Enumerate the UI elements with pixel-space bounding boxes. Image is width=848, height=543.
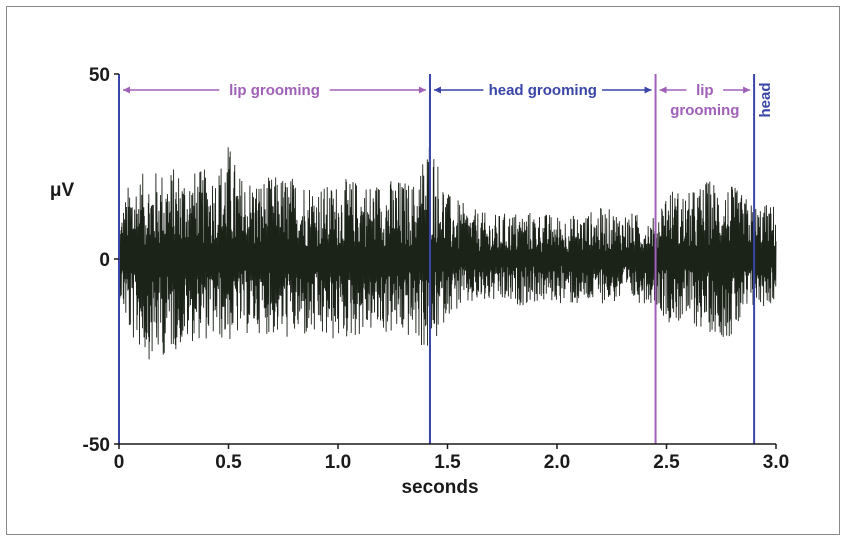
- segment-3: head: [757, 82, 774, 117]
- segment-arrowhead-left-2: [659, 86, 667, 94]
- segment-label-1: head grooming: [489, 82, 597, 99]
- segment-arrowhead-left-1: [433, 86, 441, 94]
- segment-label-2: lip: [696, 82, 714, 99]
- y-tick-label-2: -50: [83, 435, 110, 456]
- y-tick-label-0: 50: [89, 65, 110, 86]
- segment-layer: lip grooming head grooming lip grooming head: [123, 82, 774, 119]
- x-tick-label-2: 1.0: [325, 452, 351, 473]
- segment-arrowhead-right-1: [644, 86, 652, 94]
- x-tick-label-5: 2.5: [653, 452, 680, 473]
- y-tick-label-1: 0: [99, 250, 110, 271]
- x-tick-label-0: 0: [114, 452, 125, 473]
- segment-arrowhead-left-0: [123, 86, 130, 94]
- segment-0: lip grooming: [123, 82, 426, 99]
- x-tick-label-1: 0.5: [215, 452, 242, 473]
- segment-arrowhead-right-0: [418, 86, 426, 94]
- y-axis-label: μV: [50, 180, 75, 201]
- axis-layer: 500-500 0.5 1.0 1.5 2.0 2.5 3.0: [83, 65, 790, 473]
- segment-1: head grooming: [433, 82, 652, 99]
- boundary-layer: [428, 74, 756, 444]
- x-tick-label-6: 3.0: [763, 452, 789, 473]
- signal-series-0: [118, 147, 777, 360]
- x-tick-label-3: 1.5: [434, 452, 461, 473]
- x-axis-label: seconds: [401, 477, 478, 498]
- segment-label2-2: grooming: [670, 102, 739, 119]
- signal-layer: [118, 147, 777, 360]
- segment-2: lip grooming: [659, 82, 751, 119]
- segment-arrowhead-right-2: [743, 86, 751, 94]
- x-tick-label-4: 2.0: [544, 452, 570, 473]
- segment-label-3: head: [757, 82, 774, 117]
- segment-label-0: lip grooming: [229, 82, 320, 99]
